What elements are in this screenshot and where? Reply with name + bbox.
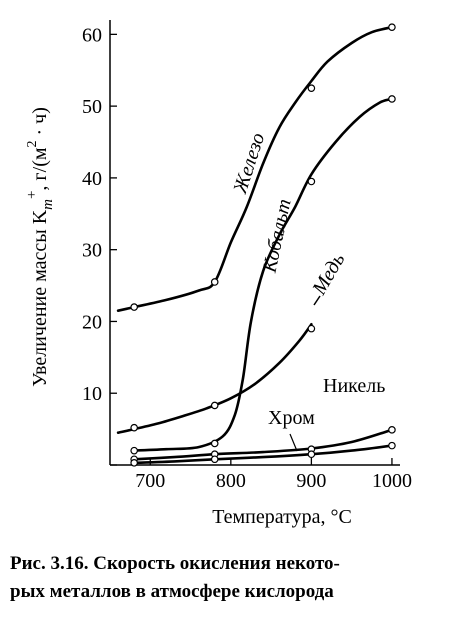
data-point-chromium [210,455,219,464]
axis-ticks: 700 800 900 1000 10 20 30 40 50 60 [82,24,412,492]
series-line-chromium [132,444,394,465]
series-layer [116,23,396,467]
series-copper [116,323,316,434]
x-axis-title: Температура, °C [212,506,352,528]
chart: 700 800 900 1000 10 20 30 40 50 60 Температура, °… [24,20,412,528]
y-tick-label: 20 [82,311,102,333]
data-point-copper [307,324,316,333]
y-axis-title: Увеличение массы Km+, г/(м2 · ч) [24,107,56,387]
data-point-cobalt [210,439,219,448]
caption-line-1: Рис. 3.16. Скорость окисления некото- [10,553,340,574]
data-point-chromium [307,450,316,459]
data-point-chromium [388,441,396,450]
data-point-cobalt [307,177,316,186]
y-tick-label: 30 [82,240,102,262]
y-tick-label: 10 [82,383,102,405]
series-nickel [130,426,396,464]
series-line-cobalt [132,97,394,452]
copper-label-leader [313,295,321,306]
series-line-copper [116,323,313,434]
series-cobalt [130,95,396,455]
caption-line-2: рых металлов в атмосфере кислорода [10,581,334,602]
data-point-nickel [388,426,396,434]
x-tick-label: 700 [135,470,165,492]
data-point-copper [130,423,138,432]
plot-area: 700 800 900 1000 10 20 30 40 50 60 [82,20,412,492]
series-label-cobalt: Кобальт [258,197,295,275]
chromium-label-leader [289,433,298,452]
series-label-nickel: Никель [323,375,385,397]
series-label-copper: Медь [308,249,350,299]
series-chromium [130,441,396,467]
figure-caption: Рис. 3.16. Скорость окисления некото- ры… [10,550,450,606]
x-tick-label: 800 [216,470,246,492]
y-tick-label: 40 [82,168,102,190]
x-tick-label: 1000 [372,470,412,492]
data-point-chromium [130,459,138,467]
y-tick-label: 50 [82,96,102,118]
data-point-cobalt [388,95,396,103]
series-label-chromium: Хром [268,407,315,429]
x-tick-label: 900 [296,470,326,492]
data-point-iron [388,23,396,31]
series-iron [116,23,396,312]
data-point-iron [307,84,316,92]
data-point-copper [210,401,219,410]
data-point-iron [210,278,219,286]
series-line-iron [116,25,394,312]
series-line-nickel [132,428,394,461]
y-tick-label: 60 [82,24,102,46]
data-point-cobalt [130,446,138,455]
data-point-iron [130,303,138,311]
